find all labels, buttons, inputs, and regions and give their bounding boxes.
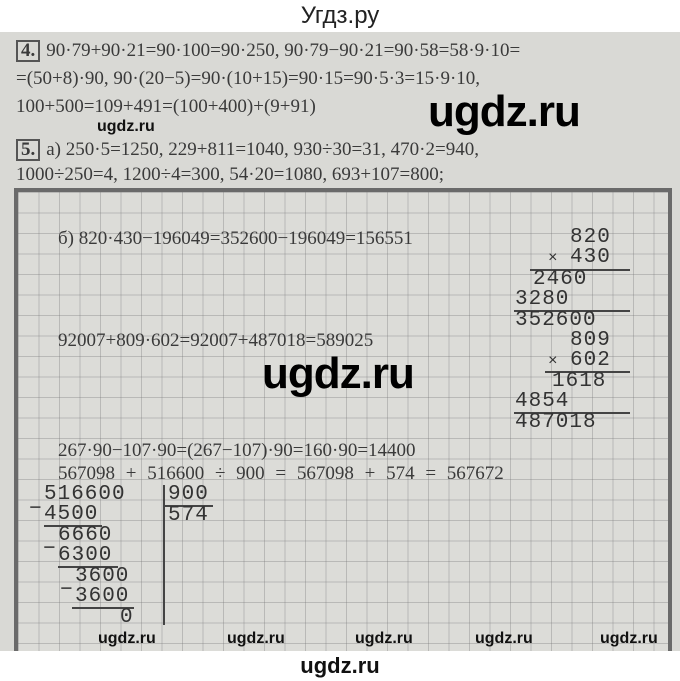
- divider: [514, 310, 630, 312]
- mult1-partial-2: 3280: [515, 288, 570, 311]
- task-5-line-1: 5. а) 250·5=1250, 229+811=1040, 930÷30=31…: [16, 139, 479, 161]
- watermark: ugdz.ru: [355, 630, 413, 647]
- watermark: ugdz.ru: [98, 630, 156, 647]
- division-step: 6300: [58, 544, 113, 567]
- mult2-partial-2: 4854: [515, 390, 570, 413]
- division-remainder: 0: [120, 606, 134, 629]
- equation-b-4: 567098 + 516600 ÷ 900 = 567098 + 574 = 5…: [58, 463, 504, 484]
- mult1-result: 352600: [515, 309, 597, 332]
- division-step: 6660: [58, 524, 113, 547]
- division-dividend: 516600: [44, 483, 126, 506]
- division-step: 4500: [44, 503, 99, 526]
- equation-b-2: 92007+809·602=92007+487018=589025: [58, 330, 374, 351]
- division-step: 3600: [75, 585, 130, 608]
- task-5-text-1: а) 250·5=1250, 229+811=1040, 930÷30=31, …: [46, 139, 479, 160]
- mult2-a: 809: [570, 329, 611, 352]
- task-5-number: 5.: [16, 139, 41, 161]
- divider: [163, 505, 213, 507]
- minus-sign: −: [29, 498, 43, 521]
- task-4-text-1: 90·79+90·21=90·100=90·250, 90·79−90·21=9…: [46, 40, 521, 61]
- division-quotient: 574: [168, 504, 209, 527]
- equation-b-1: б) 820·430−196049=352600−196049=156551: [58, 228, 413, 249]
- divider: [514, 412, 630, 414]
- site-footer: ugdz.ru: [0, 651, 680, 681]
- minus-sign: −: [43, 538, 57, 561]
- mult2-partial-1: 1618: [552, 370, 607, 393]
- task-5-line-2: 1000÷250=4, 1200÷4=300, 54·20=1080, 693+…: [16, 164, 445, 185]
- watermark: ugdz.ru: [600, 630, 658, 647]
- divider: [58, 566, 118, 568]
- multiply-icon: ×: [548, 249, 559, 267]
- task-4-line-3: 100+500=109+491=(100+400)+(9+91): [16, 96, 316, 117]
- multiply-icon: ×: [548, 352, 559, 370]
- watermark: ugdz.ru: [227, 630, 285, 647]
- division-bar: [163, 485, 165, 625]
- division-step: 3600: [75, 565, 130, 588]
- task-4-line-1: 4. 90·79+90·21=90·100=90·250, 90·79−90·21…: [16, 40, 520, 62]
- minus-sign: −: [60, 579, 74, 602]
- equation-b-3: 267·90−107·90=(267−107)·90=160·90=14400: [58, 440, 416, 461]
- divider: [530, 269, 630, 271]
- watermark: ugdz.ru: [262, 349, 415, 398]
- task-4-number: 4.: [16, 40, 41, 62]
- task-4-line-2: =(50+8)·90, 90·(20−5)=90·(10+15)=90·15=9…: [16, 68, 481, 89]
- mult2-result: 487018: [515, 411, 597, 434]
- division-divisor: 900: [168, 483, 209, 506]
- mult1-b: 430: [570, 246, 611, 269]
- watermark: ugdz.ru: [475, 630, 533, 647]
- mult2-b: 602: [570, 349, 611, 372]
- divider: [72, 607, 134, 609]
- watermark: ugdz.ru: [428, 87, 581, 136]
- divider: [44, 525, 102, 527]
- divider: [545, 371, 630, 373]
- watermark: ugdz.ru: [97, 118, 155, 135]
- mult1-partial-1: 2460: [533, 268, 588, 291]
- mult1-a: 820: [570, 226, 611, 249]
- site-header: Угдз.ру: [0, 0, 680, 32]
